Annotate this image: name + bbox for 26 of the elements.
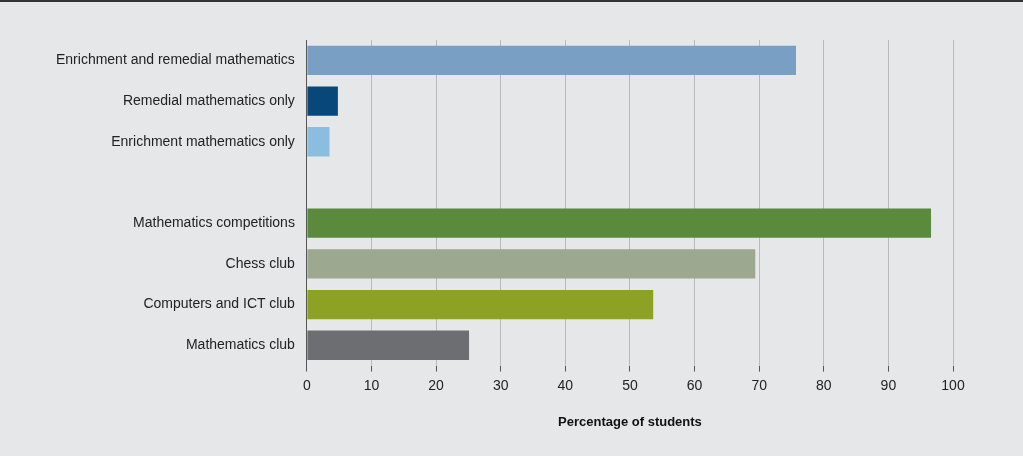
bar [307, 289, 654, 320]
y-tick-label: Enrichment and remedial mathematics [55, 51, 295, 68]
x-axis-title: Percentage of students [558, 413, 702, 429]
bar [307, 127, 330, 157]
x-tick-label: 80 [815, 376, 832, 393]
x-tick-label: 60 [686, 376, 703, 393]
x-tick-label: 30 [492, 376, 509, 393]
y-tick-label: Computers and ICT club [143, 295, 296, 312]
x-tick-label: 40 [557, 376, 574, 393]
x-tick-label: 90 [880, 376, 897, 393]
bar [307, 249, 756, 279]
x-tick-label: 70 [751, 376, 768, 393]
x-tick-label: 10 [363, 376, 380, 393]
x-tick-label: 100 [941, 376, 965, 393]
x-tick-label: 20 [428, 376, 445, 393]
bar [307, 208, 932, 238]
x-tick-label: 0 [302, 376, 311, 393]
bar [307, 45, 796, 75]
y-tick-label: Enrichment mathematics only [111, 132, 295, 149]
bar [307, 86, 338, 116]
y-tick-label: Mathematics club [185, 336, 296, 353]
bar [307, 330, 470, 360]
y-tick-label: Mathematics competitions [133, 214, 295, 231]
x-tick-label: 50 [622, 376, 638, 393]
y-tick-label: Chess club [225, 254, 296, 271]
y-tick-label: Remedial mathematics only [122, 91, 295, 108]
